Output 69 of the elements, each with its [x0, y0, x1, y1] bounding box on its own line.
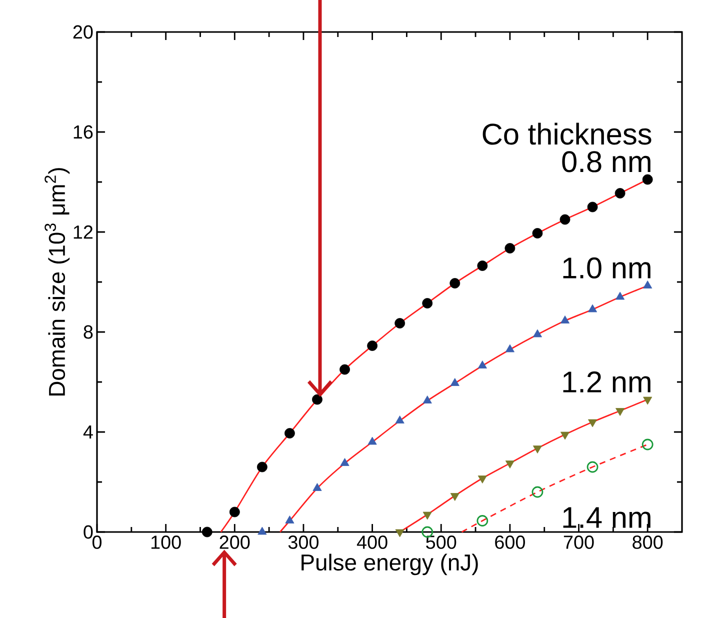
x-axis-title: Pulse energy (nJ)	[302, 554, 478, 576]
point	[368, 436, 377, 445]
annotation: 0.8 nm	[562, 151, 650, 172]
point	[643, 280, 652, 288]
x-tick-label: 0	[92, 536, 102, 549]
line-series	[461, 444, 648, 533]
point	[477, 260, 488, 271]
point	[478, 360, 487, 368]
point	[340, 458, 350, 466]
point	[312, 483, 322, 491]
point	[614, 188, 626, 198]
y-tick-label: 12	[74, 225, 93, 239]
point	[395, 529, 404, 538]
annotation: Co thickness	[482, 122, 652, 145]
point	[505, 344, 514, 352]
point	[478, 476, 487, 484]
x-tick-label: 700	[564, 536, 594, 549]
point	[588, 304, 598, 312]
point	[532, 228, 543, 238]
x-tick-label: 500	[426, 536, 456, 549]
point	[284, 428, 295, 438]
x-tick-label: 600	[495, 536, 525, 549]
point	[450, 278, 460, 288]
point	[422, 512, 432, 520]
point	[505, 460, 514, 468]
point	[586, 461, 598, 473]
point	[285, 516, 294, 524]
point	[642, 174, 653, 185]
y-tick-label: 4	[83, 425, 93, 439]
point	[258, 526, 267, 535]
y-tick-label: 16	[74, 125, 93, 139]
point	[202, 526, 212, 538]
annotation: 1.0 nm	[563, 257, 650, 279]
x-tick-label: 200	[220, 536, 250, 549]
point	[229, 506, 240, 518]
point	[422, 396, 432, 404]
point	[450, 493, 460, 501]
point	[340, 364, 350, 375]
point	[560, 316, 570, 324]
y-tick-label: 8	[84, 325, 93, 339]
annotation: 1.2 nm	[563, 371, 650, 392]
point	[422, 298, 433, 308]
point	[616, 292, 625, 300]
point	[643, 396, 652, 405]
point	[532, 486, 544, 498]
point	[532, 329, 542, 338]
point	[256, 462, 268, 472]
point	[312, 394, 322, 405]
point	[504, 243, 516, 254]
x-tick-label: 800	[632, 536, 663, 549]
point	[532, 446, 542, 454]
point	[616, 408, 625, 416]
point	[367, 340, 378, 351]
point	[587, 202, 598, 212]
y-tick-label: 20	[73, 25, 93, 39]
point	[450, 378, 460, 386]
point	[394, 318, 406, 328]
annotation: 1.4 nm	[563, 507, 650, 528]
y-axis-title: Domain size (10$^{3}$ μm$^{2}$)	[44, 168, 70, 396]
point	[588, 419, 598, 428]
point	[560, 432, 570, 440]
x-tick-label: 100	[151, 536, 181, 549]
point	[560, 214, 570, 225]
point	[395, 416, 404, 424]
point	[476, 515, 488, 526]
x-tick-label: 300	[288, 536, 319, 549]
x-tick-label: 400	[356, 536, 388, 549]
point	[642, 438, 654, 450]
y-tick-label: 0	[84, 525, 93, 539]
